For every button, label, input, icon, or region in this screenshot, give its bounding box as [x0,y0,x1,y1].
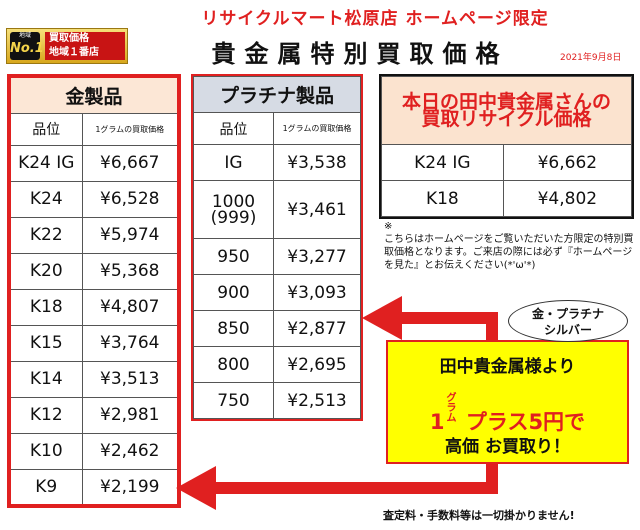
tanaka-table-title: 本日の田中貴金属さんの 買取リサイクル価格 [381,76,632,145]
gold-grade: K24 IG [9,144,83,182]
store-banner-title: リサイクルマート松原店 ホームページ限定 [201,9,549,29]
promo-line2: 1グラム プラス5円で [388,394,627,436]
platinum-price: ¥2,513 [273,382,361,419]
arrow-to-k9-row [212,464,498,494]
platinum-grade: IG [193,144,274,181]
tanaka-price: ¥6,662 [502,144,633,181]
platinum-row: 900 ¥3,093 [193,274,361,311]
platinum-row: IG ¥3,538 [193,144,361,181]
gold-row: K20 ¥5,368 [9,252,179,290]
no-fee-footer: 査定料・手数料等は一切掛かりません! [383,509,575,522]
platinum-price: ¥3,461 [273,180,361,239]
gold-price: ¥4,807 [81,288,179,326]
tanaka-row: K24 IG ¥6,662 [381,144,633,181]
promo-line1: 田中貴金属様より [439,357,576,377]
gold-grade: K20 [9,252,83,290]
platinum-row: 1000 (999) ¥3,461 [193,180,361,239]
gold-grade: K18 [9,288,83,326]
gold-price: ¥2,462 [81,432,179,470]
platinum-price: ¥2,877 [273,310,361,347]
gold-row: K9 ¥2,199 [9,468,179,506]
note-mark: ※ [384,221,393,232]
arrow-head-k9 [176,466,216,510]
gold-row: K12 ¥2,981 [9,396,179,434]
gold-price-table: 金製品 品位 1グラムの買取価格 K24 IG ¥6,667 K24 ¥6,528 K2… [7,74,181,508]
promo-box: 田中貴金属様より 1グラム プラス5円で 高価 お買取り！ [386,340,629,464]
badge-line2: 地域１番店 [49,47,99,58]
platinum-price: ¥3,538 [273,144,361,181]
platinum-grade: 950 [193,238,274,275]
no1-badge: 地域 No.1 買取価格 地域１番店 [6,28,128,64]
platinum-col-price: 1グラムの買取価格 [273,112,361,145]
gold-row: K24 ¥6,528 [9,180,179,218]
tanaka-grade: K18 [381,180,504,217]
gold-row: K18 ¥4,807 [9,288,179,326]
badge-text: 買取価格 地域１番店 [45,32,125,60]
platinum-price-table: プラチナ製品 品位 1グラムの買取価格 IG ¥3,538 1000 (999) ¥3… [191,74,363,421]
platinum-price: ¥2,695 [273,346,361,383]
platinum-row: 850 ¥2,877 [193,310,361,347]
platinum-price: ¥3,277 [273,238,361,275]
gold-row: K15 ¥3,764 [9,324,179,362]
promo-line3: 高価 お買取り！ [445,437,570,457]
bubble-line2: シルバー [543,323,592,337]
tanaka-title-line2: 買取リサイクル価格 [421,107,592,130]
gold-grade: K9 [9,468,83,506]
gold-price: ¥5,368 [81,252,179,290]
tanaka-price: ¥4,802 [502,180,633,217]
tanaka-grade: K24 IG [381,144,504,181]
promo-gram-unit: グラム [446,393,457,424]
badge-small-label: 地域 [18,32,31,39]
gold-col-price: 1グラムの買取価格 [81,112,179,146]
no1-emblem: 地域 No.1 [10,32,44,60]
platinum-table-title: プラチナ製品 [193,76,361,113]
gold-price: ¥2,199 [81,468,179,506]
platinum-row: 800 ¥2,695 [193,346,361,383]
page-title: 貴金属特別買取価格 [211,40,509,68]
gold-price: ¥3,764 [81,324,179,362]
tanaka-title-line1: 本日の田中貴金属さんの [401,90,611,113]
gold-grade: K12 [9,396,83,434]
badge-line1: 買取価格 [49,33,89,44]
gold-grade: K14 [9,360,83,398]
platinum-grade: 800 [193,346,274,383]
platinum-row: 950 ¥3,277 [193,238,361,275]
platinum-grade: 750 [193,382,274,419]
gold-row: K10 ¥2,462 [9,432,179,470]
bubble-line1: 金・プラチナ [531,307,604,321]
gold-price: ¥6,528 [81,180,179,218]
limited-offer-note: ※ こちらはホームページをご覧いただいた方限定の特別買取価格となります。ご来店の… [384,220,634,272]
platinum-grade: 850 [193,310,274,347]
tanaka-row: K18 ¥4,802 [381,180,633,217]
metals-bubble: 金・プラチナ シルバー [508,300,628,342]
price-date: 2021年9月8日 [560,53,622,63]
badge-no1-label: No.1 [10,41,44,56]
platinum-price: ¥3,093 [273,274,361,311]
gold-grade: K24 [9,180,83,218]
arrow-to-900-row [400,312,498,340]
promo-one: 1 [429,410,445,434]
arrow-head-900 [362,296,402,340]
note-text: こちらはホームページをご覧いただいた方限定の特別買取価格となります。ご来店の際に… [384,234,634,271]
tanaka-reference-table: 本日の田中貴金属さんの 買取リサイクル価格 K24 IG ¥6,662 K18 ¥4,… [379,74,634,219]
promo-plus: プラス5円で [465,410,586,434]
platinum-row: 750 ¥2,513 [193,382,361,419]
platinum-grade: 1000 (999) [193,180,274,239]
gold-col-grade: 品位 [9,112,83,146]
gold-table-title: 金製品 [9,76,179,114]
